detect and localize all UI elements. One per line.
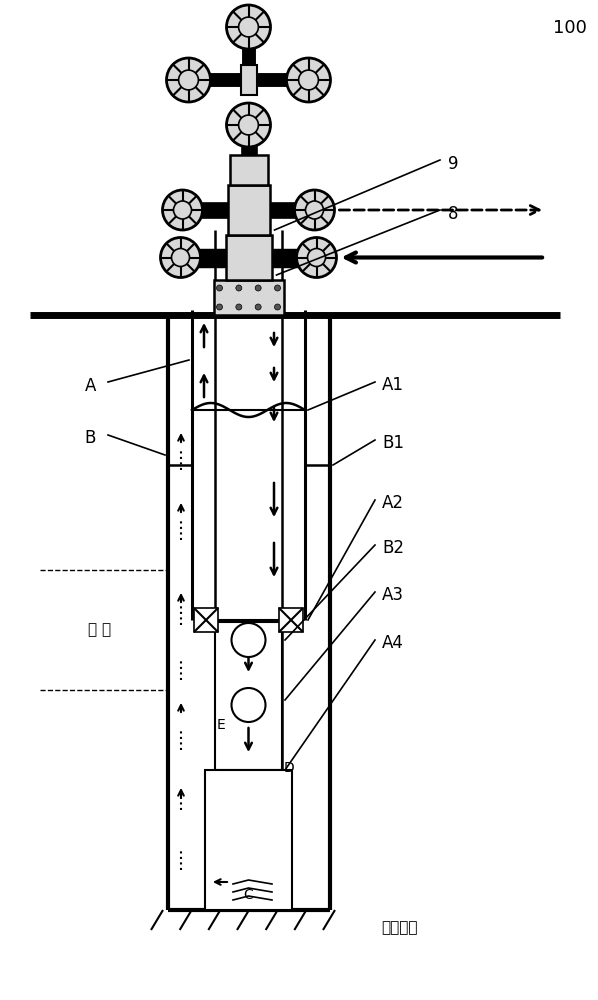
Circle shape <box>306 201 324 219</box>
Circle shape <box>163 190 203 230</box>
Text: 人工井底: 人工井底 <box>382 920 418 935</box>
Circle shape <box>255 304 261 310</box>
Bar <box>205 770 292 910</box>
Bar <box>307 248 325 266</box>
Bar <box>225 235 271 280</box>
Bar <box>240 65 257 95</box>
Bar <box>230 155 267 185</box>
Circle shape <box>231 623 266 657</box>
Circle shape <box>294 190 334 230</box>
Bar <box>240 126 257 144</box>
Bar <box>215 622 282 770</box>
Bar <box>194 608 218 632</box>
Bar <box>307 202 322 218</box>
Text: 9: 9 <box>448 155 459 173</box>
Text: A4: A4 <box>382 634 404 652</box>
Circle shape <box>274 285 280 291</box>
Circle shape <box>179 70 199 90</box>
Text: A3: A3 <box>382 586 404 604</box>
Text: A: A <box>85 377 96 395</box>
Text: E: E <box>217 718 226 732</box>
Circle shape <box>307 248 325 266</box>
Circle shape <box>227 5 270 49</box>
Circle shape <box>236 304 242 310</box>
Circle shape <box>274 304 280 310</box>
Text: D: D <box>284 761 295 775</box>
Circle shape <box>227 103 270 147</box>
Circle shape <box>236 285 242 291</box>
Text: A2: A2 <box>382 494 404 512</box>
Bar <box>213 280 283 315</box>
Circle shape <box>160 237 200 277</box>
Text: A1: A1 <box>382 376 404 394</box>
Circle shape <box>216 304 222 310</box>
Circle shape <box>173 201 191 219</box>
Circle shape <box>298 70 318 90</box>
Text: 油 层: 油 层 <box>89 622 112 638</box>
Circle shape <box>255 285 261 291</box>
Circle shape <box>297 237 337 277</box>
Text: C: C <box>243 888 254 902</box>
Text: B2: B2 <box>382 539 404 557</box>
Circle shape <box>172 248 190 266</box>
Circle shape <box>286 58 331 102</box>
Circle shape <box>231 688 266 722</box>
Text: B: B <box>85 429 96 447</box>
Circle shape <box>166 58 210 102</box>
Circle shape <box>239 115 258 135</box>
Circle shape <box>239 17 258 37</box>
Text: 8: 8 <box>448 205 459 223</box>
Bar <box>227 185 270 235</box>
Text: 100: 100 <box>553 19 587 37</box>
Bar <box>175 202 191 218</box>
Text: B1: B1 <box>382 434 404 452</box>
Circle shape <box>216 285 222 291</box>
Bar <box>279 608 303 632</box>
Bar <box>172 248 190 266</box>
